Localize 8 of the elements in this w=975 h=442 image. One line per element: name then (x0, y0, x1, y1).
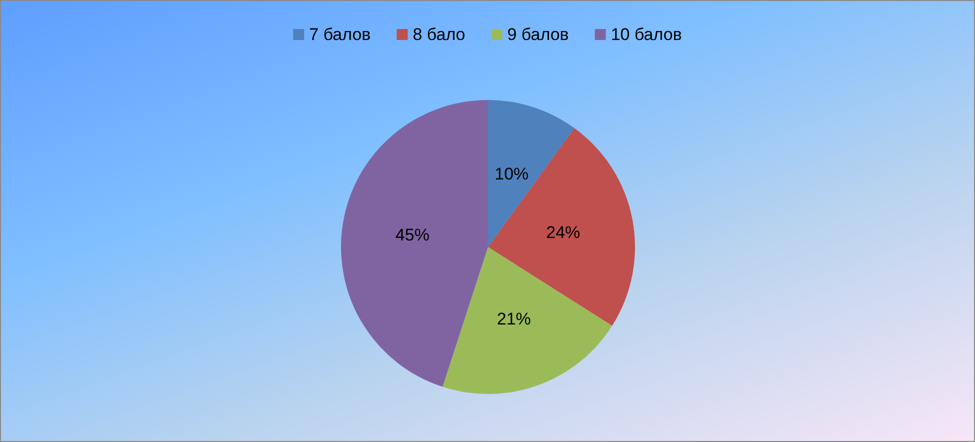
legend-label: 10 балов (610, 25, 682, 44)
data-label: 24% (546, 223, 580, 242)
data-label: 10% (494, 164, 529, 184)
legend-label: 9 балов (507, 25, 569, 44)
data-label: 21% (496, 309, 531, 328)
legend-label: 7 балов (309, 25, 371, 44)
data-label: 45% (395, 226, 430, 245)
legend-label: 8 бало (412, 25, 466, 44)
